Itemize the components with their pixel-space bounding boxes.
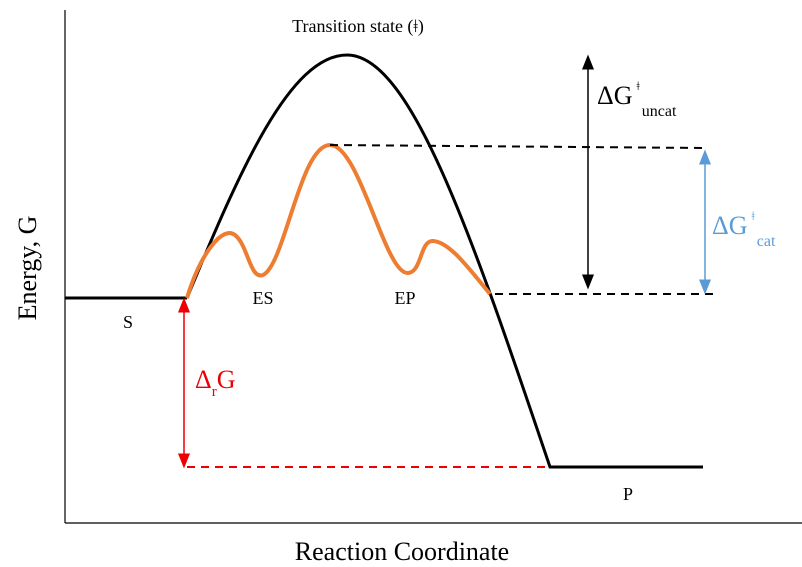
label-tail: G bbox=[217, 365, 236, 394]
catalyzed-curve bbox=[185, 142, 492, 299]
label-sub: uncat bbox=[642, 103, 677, 120]
label: ΔrG bbox=[195, 365, 236, 400]
label: ΔG ǂcat bbox=[712, 208, 776, 250]
label-sub: cat bbox=[757, 233, 776, 250]
label: Transition state (ǂ) bbox=[292, 16, 424, 37]
label-main: Δ bbox=[195, 365, 212, 394]
label: ES bbox=[252, 288, 273, 308]
label-sub: r bbox=[212, 384, 217, 400]
label-main: ΔG bbox=[712, 211, 748, 240]
label-main: ΔG bbox=[597, 81, 633, 110]
label: P bbox=[623, 484, 633, 504]
y-axis-label: Energy, G bbox=[13, 216, 42, 321]
label-sup: ǂ bbox=[637, 78, 641, 93]
dashed-level bbox=[329, 144, 706, 149]
label: S bbox=[123, 312, 133, 332]
x-axis-label: Reaction Coordinate bbox=[295, 537, 509, 566]
uncatalyzed-curve bbox=[185, 53, 703, 469]
label: ΔG ǂuncat bbox=[597, 78, 677, 120]
label-sup: ǂ bbox=[752, 208, 756, 223]
label: EP bbox=[394, 288, 415, 308]
